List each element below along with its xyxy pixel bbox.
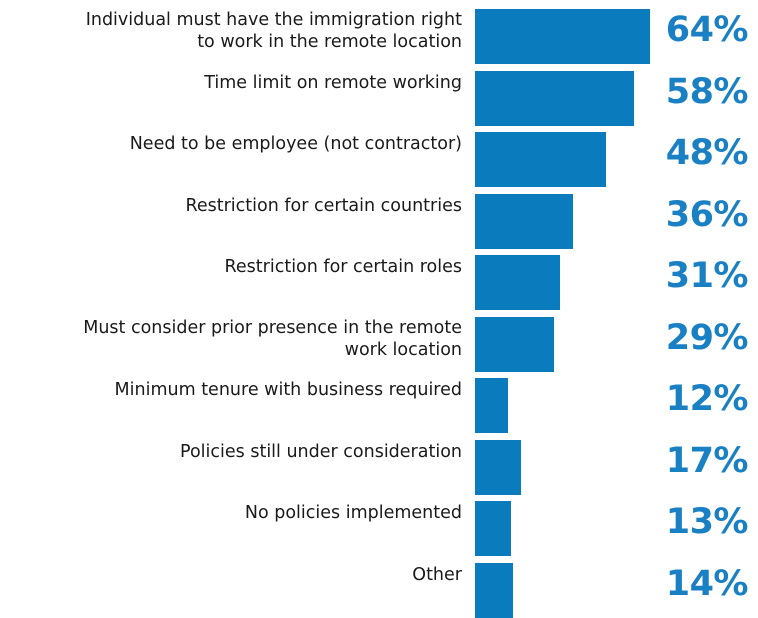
bar bbox=[475, 439, 522, 495]
category-label: No policies implemented bbox=[245, 502, 462, 524]
category-label: Must consider prior presence in the remo… bbox=[83, 317, 462, 361]
bar bbox=[475, 501, 511, 556]
category-label: Individual must have the immigration rig… bbox=[86, 9, 462, 53]
value-label: 31% bbox=[665, 256, 749, 296]
bar bbox=[475, 562, 514, 618]
category-label-line: Restriction for certain countries bbox=[185, 195, 462, 216]
value-label: 64% bbox=[665, 10, 749, 50]
value-label: 29% bbox=[665, 317, 749, 358]
category-label: Restriction for certain roles bbox=[225, 256, 462, 278]
value-label: 14% bbox=[665, 563, 749, 604]
category-label: Restriction for certain countries bbox=[185, 195, 462, 217]
category-label-line: Minimum tenure with business required bbox=[114, 380, 462, 400]
bar bbox=[475, 132, 607, 187]
category-label-line: Must consider prior presence in the remo… bbox=[83, 317, 462, 338]
category-label-line: Policies still under consideration bbox=[180, 441, 462, 462]
bar bbox=[475, 316, 555, 372]
value-label: 13% bbox=[665, 502, 749, 542]
category-label-line: Time limit on remote working bbox=[204, 72, 462, 93]
value-label: 58% bbox=[665, 71, 749, 112]
value-label: 36% bbox=[665, 194, 749, 235]
value-label: 17% bbox=[665, 440, 749, 481]
bar bbox=[475, 70, 634, 126]
category-label-line: Individual must have the immigration rig… bbox=[85, 10, 462, 30]
category-label: Time limit on remote working bbox=[204, 72, 462, 94]
category-label-line: Need to be employee (not contractor) bbox=[129, 134, 462, 154]
category-label: Policies still under consideration bbox=[180, 441, 462, 463]
category-label-line: No policies implemented bbox=[244, 503, 462, 523]
category-label-line: Restriction for certain roles bbox=[224, 257, 462, 277]
bar bbox=[475, 9, 650, 64]
category-label: Need to be employee (not contractor) bbox=[130, 133, 462, 155]
value-label: 12% bbox=[665, 379, 749, 419]
bar bbox=[475, 255, 560, 310]
category-label-line: to work in the remote location bbox=[197, 32, 462, 52]
category-label: Minimum tenure with business required bbox=[115, 379, 462, 401]
category-label: Other bbox=[412, 564, 462, 586]
category-label-line: work location bbox=[344, 339, 462, 360]
bar bbox=[475, 378, 508, 433]
bar bbox=[475, 193, 574, 249]
category-label-line: Other bbox=[412, 564, 462, 585]
value-label: 48% bbox=[665, 133, 749, 173]
